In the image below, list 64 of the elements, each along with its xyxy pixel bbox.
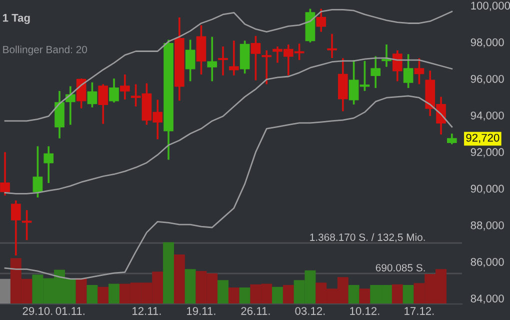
bar [348, 285, 360, 304]
candlestick [22, 210, 32, 240]
candlestick [327, 34, 337, 58]
candlestick [32, 146, 43, 198]
bar [0, 278, 11, 304]
bar [239, 287, 250, 304]
candlestick [109, 78, 119, 102]
x-tick-label: 29.10. [22, 307, 52, 315]
bar [76, 278, 87, 304]
candlestick [229, 40, 239, 76]
candlestick [414, 58, 424, 84]
y-tick-label: 96,000 [470, 74, 504, 84]
candlestick [0, 152, 10, 196]
bar [218, 280, 229, 304]
x-tick-label: 17.12. [404, 307, 434, 315]
bar [108, 284, 120, 304]
candlestick [218, 46, 228, 76]
candlestick [185, 40, 196, 82]
x-tick-label: 10.12. [350, 307, 380, 315]
x-tick-label: 01.11. [56, 307, 84, 315]
bar [86, 285, 98, 304]
y-tick-label: 86,000 [470, 258, 504, 268]
x-tick-label: 03.12. [295, 307, 325, 315]
y-tick-label: 88,000 [470, 221, 504, 231]
candlestick [392, 50, 402, 82]
candlestick [120, 74, 130, 100]
candlestick [316, 8, 326, 32]
bar [98, 286, 109, 304]
candlestick [87, 82, 98, 108]
y-tick-label: 94,000 [470, 112, 504, 121]
candlestick [207, 36, 218, 82]
bar [402, 285, 414, 304]
line-series [4, 95, 453, 280]
annotation: Bollinger Band: 20 [3, 46, 88, 56]
y-tick-label: 84,000 [470, 294, 504, 304]
bar [163, 242, 174, 304]
y-tick-label: 98,000 [470, 38, 504, 48]
candlestick [403, 54, 414, 88]
ref-line-label: 1.368.170 S. / 132,5 Mio. [310, 233, 425, 242]
candlestick [66, 86, 76, 125]
bar [282, 285, 294, 304]
candlestick [262, 50, 272, 84]
text: 92,720 [466, 134, 500, 144]
ref-line-label: 690.085 S. [376, 264, 425, 272]
candlestick [44, 146, 54, 184]
bar [392, 284, 403, 304]
candlestick [11, 200, 21, 256]
candlestick [382, 44, 392, 67]
text: 1 Tag [3, 14, 30, 24]
candlestick [250, 36, 261, 80]
y-tick-label: 100,000 [471, 2, 510, 11]
bar [228, 287, 240, 304]
bar [174, 254, 185, 304]
y-tick-label: 92,000 [470, 148, 504, 158]
x-tick-label: 26.11. [241, 307, 270, 315]
candlestick [370, 56, 381, 88]
x-tick-label: 19.11. [187, 307, 216, 315]
bar [272, 286, 284, 304]
bar [184, 269, 196, 304]
bar [359, 288, 370, 304]
y-tick-label: 90,000 [470, 184, 504, 194]
line-series [4, 9, 453, 122]
x-tick-label: 12.11. [132, 307, 161, 315]
candlestick [98, 84, 108, 124]
